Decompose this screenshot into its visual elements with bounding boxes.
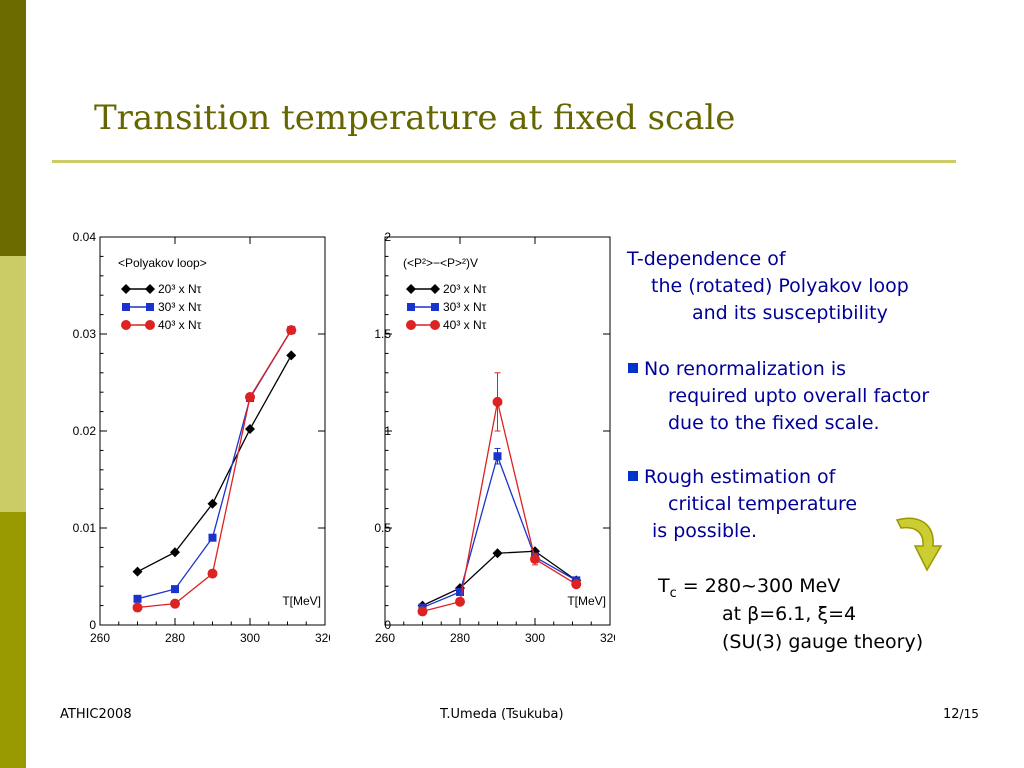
sidebar-block-dark (0, 0, 26, 256)
susceptibility-x-tick-label: 260 (375, 631, 395, 645)
intro-line-1: T-dependence of (627, 248, 786, 270)
susceptibility-legend-marker (407, 303, 415, 311)
susceptibility-x-tick-label: 320 (600, 631, 615, 645)
susceptibility-y-tick-label: 0 (384, 618, 391, 632)
polyakov-chart-title: <Polyakov loop> (118, 256, 207, 270)
susceptibility-legend-marker (430, 320, 440, 330)
polyakov-legend-label: 40³ x Nτ (158, 318, 202, 332)
polyakov-series-line (137, 329, 292, 600)
intro-line-2: the (rotated) Polyakov loop (651, 275, 909, 297)
bullet-2-line-2: critical temperature (668, 493, 858, 515)
polyakov-y-tick-label: 0.04 (73, 230, 97, 244)
polyakov-data-point (170, 547, 180, 558)
susceptibility-data-point (492, 548, 503, 559)
polyakov-x-tick-label: 320 (315, 631, 330, 645)
polyakov-data-point (286, 325, 297, 336)
polyakov-y-tick-label: 0.03 (73, 327, 97, 341)
bullet-1-text: No renormalization is (644, 358, 847, 380)
bullet-1-line-1: No renormalization is (628, 356, 846, 383)
title-underline (52, 160, 956, 163)
susceptibility-series-line (422, 454, 577, 609)
polyakov-data-point (245, 392, 255, 403)
polyakov-x-axis-label: T[MeV] (282, 594, 321, 608)
polyakov-y-tick-label: 0.02 (73, 424, 97, 438)
bullet-2-line-1: Rough estimation of (628, 464, 835, 491)
polyakov-legend-label: 30³ x Nτ (158, 300, 202, 314)
susceptibility-data-point (456, 588, 464, 597)
sidebar-block-mid (0, 512, 26, 768)
footer-page-current: 12 (943, 707, 960, 722)
susceptibility-x-tick-label: 280 (450, 631, 470, 645)
polyakov-legend-marker (145, 320, 155, 330)
polyakov-data-point (132, 566, 143, 577)
sidebar-block-light (0, 256, 26, 512)
susceptibility-chart-title: (<P²>−<P>²)V (403, 256, 478, 270)
slide-title: Transition temperature at fixed scale (94, 98, 736, 138)
polyakov-data-point (170, 598, 180, 609)
bullet-2-text: Rough estimation of (644, 466, 836, 488)
polyakov-x-tick-label: 260 (90, 631, 110, 645)
susceptibility-legend-label: 30³ x Nτ (443, 300, 487, 314)
result-conditions: at β=6.1, ξ=4 (722, 603, 857, 625)
polyakov-y-tick-label: 0.01 (73, 521, 97, 535)
susceptibility-legend-marker (430, 284, 440, 294)
sidebar-decoration (0, 0, 26, 768)
polyakov-data-point (132, 602, 143, 613)
bullet-2-line-3: is possible. (652, 520, 758, 542)
polyakov-legend-label: 20³ x Nτ (158, 282, 202, 296)
susceptibility-legend-label: 20³ x Nτ (443, 282, 487, 296)
polyakov-plot-frame (99, 236, 326, 626)
susceptibility-data-point (417, 606, 428, 617)
susceptibility-legend-marker (431, 303, 439, 311)
bullet-1-line-3: due to the fixed scale. (668, 412, 880, 434)
susceptibility-data-point (530, 554, 540, 565)
susceptibility-chart: 26028030032000.511.52T[MeV](<P²>−<P>²)V2… (374, 230, 615, 645)
polyakov-data-point (207, 568, 218, 579)
susceptibility-y-tick-label: 0.5 (374, 521, 391, 535)
result-theory: (SU(3) gauge theory) (722, 631, 924, 653)
tc-symbol: T (658, 575, 670, 597)
footer-author: T.Umeda (Tsukuba) (440, 707, 564, 722)
polyakov-data-point (171, 585, 179, 594)
susceptibility-data-point (492, 396, 503, 407)
footer-page-total: /15 (959, 707, 979, 721)
polyakov-legend-marker (121, 320, 131, 330)
polyakov-legend-marker (122, 303, 130, 311)
bullet-square-icon (628, 471, 638, 481)
susceptibility-legend-marker (406, 320, 416, 330)
polyakov-data-point (286, 350, 297, 361)
susceptibility-y-tick-label: 1.5 (374, 327, 391, 341)
susceptibility-data-point (571, 579, 582, 590)
susceptibility-data-point (493, 452, 502, 461)
polyakov-data-point (133, 594, 142, 603)
polyakov-y-tick-label: 0 (89, 618, 96, 632)
intro-line-3: and its susceptibility (692, 302, 888, 324)
polyakov-data-point (245, 424, 255, 435)
polyakov-loop-chart: 260 280 300 320 0 0.01 0.02 0.03 0.04 T[MeV] <Poly… (73, 230, 330, 645)
polyakov-data-point (208, 533, 217, 542)
bullet-1-line-2: required upto overall factor (668, 385, 930, 407)
susceptibility-x-axis-label: T[MeV] (567, 594, 606, 608)
polyakov-legend-marker (145, 284, 155, 294)
footer-page-number: 12/15 (943, 707, 979, 722)
tc-result: Tc = 280~300 MeV (658, 573, 840, 607)
susceptibility-legend-marker (406, 284, 416, 294)
polyakov-x-tick-label: 300 (240, 631, 260, 645)
bullet-square-icon (628, 363, 638, 373)
susceptibility-y-tick-label: 2 (384, 230, 391, 244)
susceptibility-x-tick-label: 300 (525, 631, 545, 645)
polyakov-legend-marker (121, 284, 131, 294)
polyakov-legend-marker (146, 303, 154, 311)
polyakov-x-tick-label: 280 (165, 631, 185, 645)
curved-arrow-icon (895, 517, 943, 572)
tc-value: = 280~300 MeV (676, 575, 841, 597)
susceptibility-legend-label: 40³ x Nτ (443, 318, 487, 332)
polyakov-data-point (207, 498, 218, 509)
polyakov-series-line (137, 329, 292, 609)
tc-subscript: c (669, 585, 677, 601)
susceptibility-data-point (455, 596, 465, 607)
footer-conference: ATHIC2008 (60, 707, 132, 722)
susceptibility-series-line (422, 401, 577, 613)
